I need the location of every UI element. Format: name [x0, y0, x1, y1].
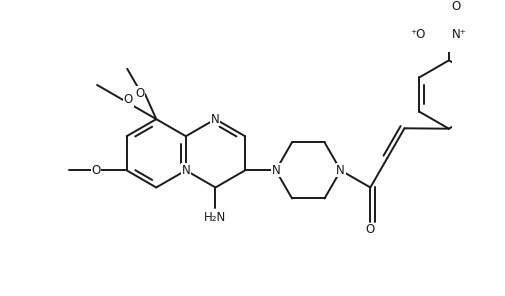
Text: O: O: [365, 223, 374, 236]
Text: O: O: [91, 164, 100, 177]
Text: O: O: [135, 87, 144, 100]
Text: N: N: [211, 113, 219, 126]
Text: H₂N: H₂N: [204, 211, 226, 224]
Text: ⁺O: ⁺O: [409, 28, 424, 41]
Text: N: N: [271, 164, 280, 177]
Text: N⁺: N⁺: [451, 28, 466, 41]
Text: O: O: [450, 0, 460, 13]
Text: O: O: [123, 93, 133, 106]
Text: N: N: [181, 164, 190, 177]
Text: N: N: [336, 164, 344, 177]
